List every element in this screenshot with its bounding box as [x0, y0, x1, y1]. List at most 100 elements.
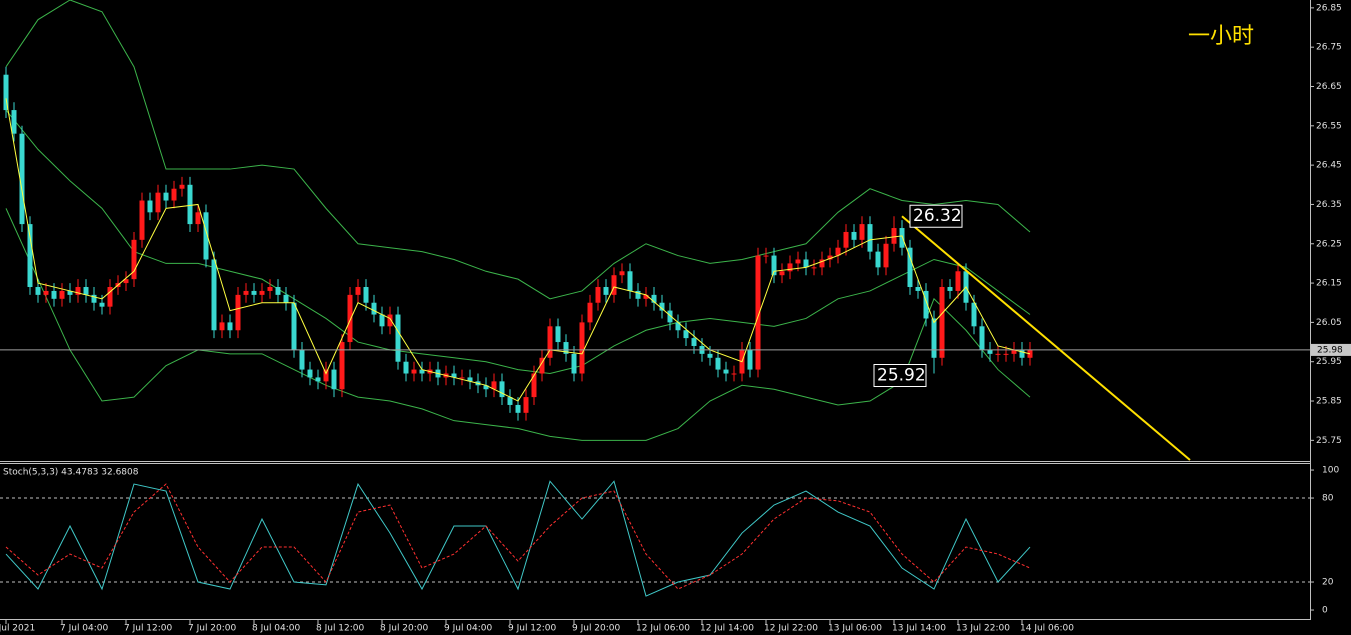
candle-body — [771, 255, 777, 276]
candle-body — [611, 275, 617, 295]
candle-body — [27, 224, 33, 288]
annotation-label: 26.32 — [913, 206, 962, 226]
y-tick-label: 25.85 — [1316, 397, 1342, 407]
candle-body — [627, 271, 633, 291]
candle-body — [979, 326, 985, 350]
candle-body — [347, 294, 353, 343]
bollinger-lower — [5, 208, 1031, 441]
x-tick-label: 7 Jul 12:00 — [124, 624, 173, 634]
bollinger-middle — [5, 109, 1031, 375]
candle-body — [675, 322, 681, 331]
y-tick-label: 26.25 — [1316, 239, 1342, 249]
candle-body — [643, 294, 649, 299]
candle-body — [907, 247, 913, 288]
candle-body — [107, 287, 113, 307]
x-tick-label: 5 Jul 2021 — [0, 624, 35, 634]
candle-body — [331, 369, 337, 390]
x-tick-label: 14 Jul 06:00 — [1020, 624, 1074, 634]
candle-body — [163, 192, 169, 201]
candle-body — [891, 228, 897, 244]
candle-body — [259, 290, 265, 295]
candle-body — [803, 259, 809, 268]
candle-body — [99, 302, 105, 307]
candle-body — [299, 349, 305, 370]
candle-body — [859, 224, 865, 240]
candle-body — [587, 302, 593, 323]
y-tick-label: 26.35 — [1316, 200, 1342, 210]
y-tick-label: 26.75 — [1316, 43, 1342, 53]
moving-average — [5, 98, 1031, 402]
candle-body — [235, 294, 241, 331]
candle-body — [59, 290, 65, 299]
candle-body — [75, 287, 81, 295]
annotation-box — [873, 364, 927, 388]
candle-body — [243, 290, 249, 295]
candle-body — [651, 294, 657, 303]
candle-body — [523, 397, 529, 413]
candle-body — [723, 369, 729, 374]
candle-body — [563, 342, 569, 354]
x-tick-label: 12 Jul 06:00 — [636, 624, 690, 634]
candle-body — [131, 239, 137, 280]
candle-body — [387, 314, 393, 327]
candle-body — [819, 259, 825, 268]
y-tick-label: 0 — [1322, 606, 1328, 616]
candle-body — [1003, 353, 1009, 355]
candle-body — [19, 133, 25, 225]
candle-body — [635, 290, 641, 299]
candle-body — [323, 369, 329, 382]
y-tick-label: 20 — [1322, 578, 1334, 588]
candle-body — [579, 322, 585, 374]
stoch-line — [5, 483, 1031, 590]
candle-body — [307, 369, 313, 378]
candle-body — [659, 302, 665, 311]
candle-body — [883, 243, 889, 268]
y-tick-label: 26.85 — [1316, 3, 1342, 13]
candle-body — [291, 302, 297, 350]
x-tick-label: 7 Jul 20:00 — [188, 624, 237, 634]
candle-body — [11, 110, 17, 134]
candle-body — [363, 287, 369, 303]
candle-body — [3, 74, 9, 111]
y-tick-label: 80 — [1322, 494, 1334, 504]
candle-body — [227, 322, 233, 331]
candle-body — [195, 212, 201, 225]
candle-body — [187, 184, 193, 225]
candle-body — [507, 397, 513, 405]
candle-body — [539, 357, 545, 374]
candle-body — [35, 287, 41, 295]
candle-body — [43, 290, 49, 295]
current-price-label: 25.98 — [1317, 345, 1343, 355]
x-tick-label: 13 Jul 14:00 — [892, 624, 946, 634]
candle-body — [179, 184, 185, 189]
x-tick-label: 8 Jul 20:00 — [380, 624, 429, 634]
candle-body — [1011, 349, 1017, 354]
candle-body — [931, 318, 937, 358]
candle-body — [139, 200, 145, 240]
candle-body — [355, 287, 361, 295]
x-tick-label: 9 Jul 20:00 — [572, 624, 621, 634]
y-tick-label: 100 — [1322, 466, 1339, 476]
x-tick-label: 8 Jul 04:00 — [252, 624, 301, 634]
candle-body — [251, 290, 257, 295]
candle-body — [835, 247, 841, 256]
y-tick-label: 25.75 — [1316, 436, 1342, 446]
candle-body — [339, 342, 345, 390]
candle-body — [603, 287, 609, 295]
candle-body — [547, 326, 553, 358]
y-tick-label: 25.95 — [1316, 357, 1342, 367]
candle-body — [955, 271, 961, 291]
candle-body — [827, 255, 833, 260]
stoch-line — [5, 480, 1031, 597]
candle-body — [499, 381, 505, 398]
candle-body — [987, 349, 993, 354]
candle-body — [1019, 349, 1025, 358]
candle-body — [843, 231, 849, 248]
candle-body — [483, 385, 489, 390]
candle-body — [419, 369, 425, 374]
candle-body — [67, 290, 73, 295]
candle-body — [571, 353, 577, 374]
candle-body — [715, 357, 721, 370]
candle-body — [747, 349, 753, 370]
